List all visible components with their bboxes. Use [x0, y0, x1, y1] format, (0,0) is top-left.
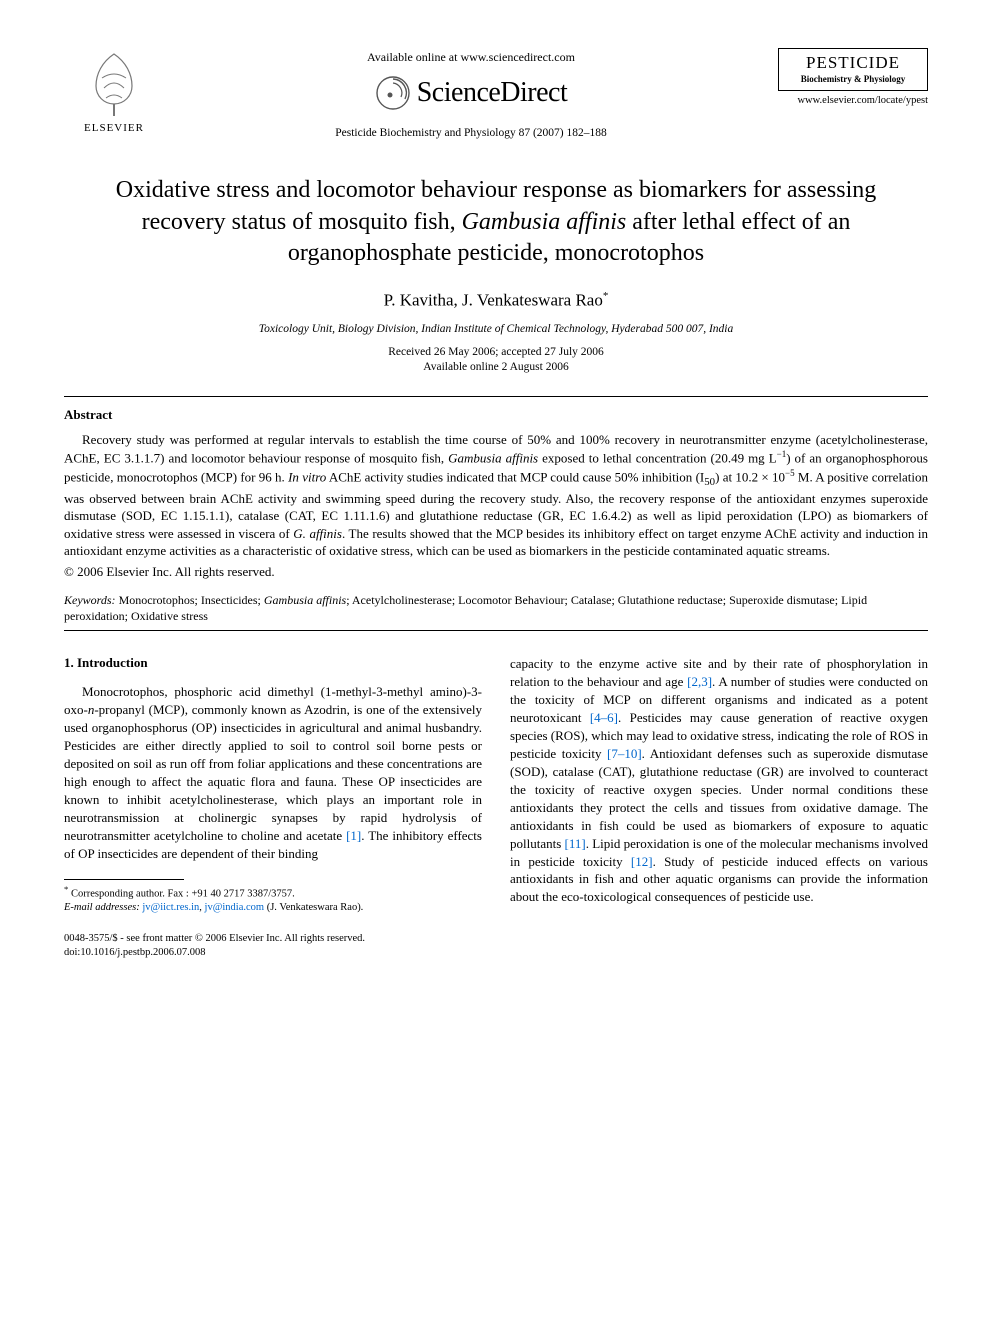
keywords-block: Keywords: Monocrotophos; Insecticides; G…: [64, 592, 928, 624]
authors-line: P. Kavitha, J. Venkateswara Rao*: [64, 290, 928, 311]
rule-above-abstract: [64, 396, 928, 397]
available-online-line: Available online at www.sciencedirect.co…: [367, 50, 575, 65]
ref-1[interactable]: [1]: [346, 828, 361, 843]
email-footnote: E-mail addresses: jv@iict.res.in, jv@ind…: [64, 901, 482, 915]
keywords-label: Keywords:: [64, 593, 116, 607]
sciencedirect-swirl-icon: [375, 75, 411, 111]
authors-text: P. Kavitha, J. Venkateswara Rao: [384, 291, 603, 310]
citation-line: Pesticide Biochemistry and Physiology 87…: [335, 127, 607, 139]
footnote-block: * Corresponding author. Fax : +91 40 271…: [64, 884, 482, 915]
affiliation: Toxicology Unit, Biology Division, India…: [64, 323, 928, 335]
journal-box: PESTICIDE Biochemistry & Physiology: [778, 48, 928, 91]
sciencedirect-text: ScienceDirect: [417, 77, 568, 109]
journal-title: PESTICIDE: [785, 53, 921, 73]
doi-line: doi:10.1016/j.pestbp.2006.07.008: [64, 946, 928, 960]
intro-para-right: capacity to the enzyme active site and b…: [510, 655, 928, 906]
ref-12[interactable]: [12]: [631, 854, 653, 869]
rule-below-keywords: [64, 630, 928, 631]
corresponding-marker: *: [603, 290, 609, 302]
ref-7-10[interactable]: [7–10]: [607, 746, 642, 761]
elsevier-label: ELSEVIER: [84, 122, 144, 134]
front-matter-line: 0048-3575/$ - see front matter © 2006 El…: [64, 932, 928, 946]
journal-block: PESTICIDE Biochemistry & Physiology www.…: [778, 48, 928, 106]
paper-title: Oxidative stress and locomotor behaviour…: [84, 175, 908, 270]
abstract-body: Recovery study was performed at regular …: [64, 431, 928, 560]
title-species: Gambusia affinis: [462, 209, 627, 235]
section-1-heading: 1. Introduction: [64, 655, 482, 671]
received-date: Received 26 May 2006; accepted 27 July 2…: [64, 345, 928, 361]
dates-block: Received 26 May 2006; accepted 27 July 2…: [64, 345, 928, 376]
footnote-rule: [64, 879, 184, 880]
page-header: ELSEVIER Available online at www.science…: [64, 48, 928, 139]
center-header: Available online at www.sciencedirect.co…: [164, 48, 778, 139]
email-2[interactable]: jv@india.com: [205, 902, 265, 913]
ref-2-3[interactable]: [2,3]: [687, 674, 712, 689]
page-footer: 0048-3575/$ - see front matter © 2006 El…: [64, 932, 928, 959]
corresponding-author-footnote: * Corresponding author. Fax : +91 40 271…: [64, 884, 482, 901]
ref-11[interactable]: [11]: [565, 836, 586, 851]
abstract-heading: Abstract: [64, 407, 928, 423]
ref-4-6[interactable]: [4–6]: [590, 710, 618, 725]
online-date: Available online 2 August 2006: [64, 360, 928, 376]
journal-url: www.elsevier.com/locate/ypest: [778, 95, 928, 106]
left-column: 1. Introduction Monocrotophos, phosphori…: [64, 655, 482, 914]
two-column-body: 1. Introduction Monocrotophos, phosphori…: [64, 655, 928, 914]
copyright-line: © 2006 Elsevier Inc. All rights reserved…: [64, 564, 928, 580]
sciencedirect-logo: ScienceDirect: [375, 75, 568, 111]
journal-subtitle: Biochemistry & Physiology: [785, 74, 921, 84]
right-column: capacity to the enzyme active site and b…: [510, 655, 928, 914]
email-1[interactable]: jv@iict.res.in: [142, 902, 199, 913]
elsevier-logo-block: ELSEVIER: [64, 48, 164, 134]
elsevier-tree-icon: [82, 48, 146, 120]
intro-para-left: Monocrotophos, phosphoric acid dimethyl …: [64, 683, 482, 862]
